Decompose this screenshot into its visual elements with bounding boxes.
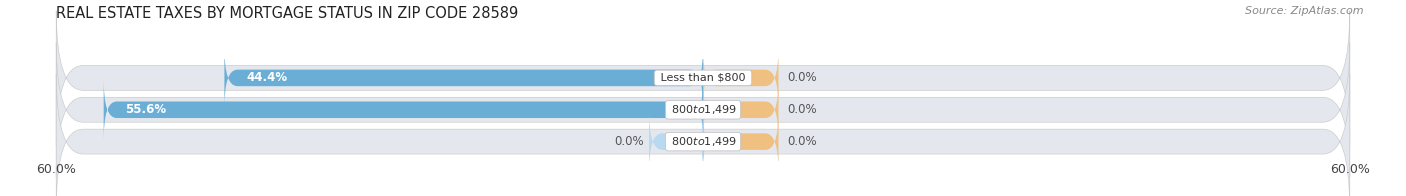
FancyBboxPatch shape [56, 43, 1350, 177]
Text: $800 to $1,499: $800 to $1,499 [668, 135, 738, 148]
Text: 0.0%: 0.0% [787, 103, 817, 116]
Text: 44.4%: 44.4% [246, 71, 287, 84]
Text: Source: ZipAtlas.com: Source: ZipAtlas.com [1246, 6, 1364, 16]
FancyBboxPatch shape [650, 112, 703, 172]
FancyBboxPatch shape [56, 74, 1350, 196]
FancyBboxPatch shape [104, 80, 703, 140]
FancyBboxPatch shape [225, 48, 703, 108]
FancyBboxPatch shape [56, 11, 1350, 145]
Text: Less than $800: Less than $800 [657, 73, 749, 83]
Text: 55.6%: 55.6% [125, 103, 166, 116]
FancyBboxPatch shape [703, 112, 779, 172]
Text: 0.0%: 0.0% [787, 135, 817, 148]
Text: $800 to $1,499: $800 to $1,499 [668, 103, 738, 116]
Text: REAL ESTATE TAXES BY MORTGAGE STATUS IN ZIP CODE 28589: REAL ESTATE TAXES BY MORTGAGE STATUS IN … [56, 6, 519, 21]
FancyBboxPatch shape [703, 80, 779, 140]
Text: 0.0%: 0.0% [614, 135, 644, 148]
Text: 0.0%: 0.0% [787, 71, 817, 84]
FancyBboxPatch shape [703, 48, 779, 108]
